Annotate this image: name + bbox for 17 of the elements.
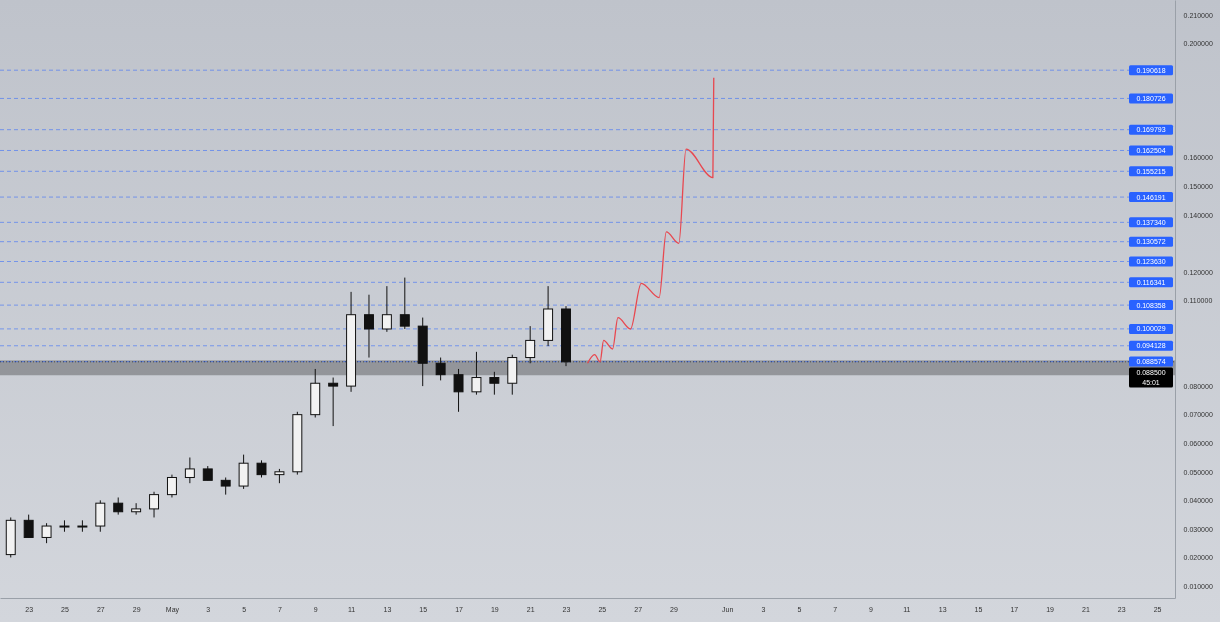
candlestick — [435, 357, 446, 381]
candlestick — [399, 277, 410, 330]
candlestick — [238, 454, 249, 490]
candlestick — [453, 368, 464, 413]
candlestick — [131, 502, 142, 516]
candlestick — [525, 325, 536, 364]
candlestick — [23, 514, 34, 538]
candlestick — [95, 499, 106, 533]
candlestick — [149, 491, 160, 518]
candlestick — [166, 474, 177, 498]
candlestick — [328, 377, 339, 427]
candlestick — [364, 294, 374, 359]
candlestick — [489, 371, 500, 396]
candlestick — [471, 351, 482, 396]
candlestick — [184, 457, 195, 484]
candlestick — [381, 285, 392, 333]
candlestick — [41, 522, 52, 544]
